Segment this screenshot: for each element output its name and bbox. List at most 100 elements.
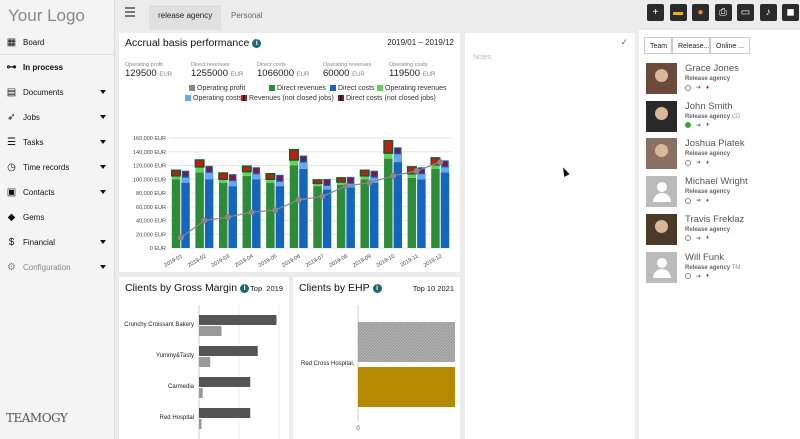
chat-button[interactable]: ▭ (737, 4, 754, 21)
x-tick-label: 2019-11 (399, 254, 419, 269)
gem-small-icon[interactable]: ♦ (706, 122, 710, 129)
info-icon[interactable]: i (372, 284, 382, 293)
category-label: Carmedia (168, 384, 195, 390)
sidebar-item-contacts[interactable]: ▣ Contacts (0, 180, 114, 205)
gem-small-icon[interactable]: ♦ (706, 235, 710, 242)
team-member[interactable]: Joshua Piatek Release agency ➜ ♦ (646, 138, 796, 174)
sidebar-item-tasks[interactable]: ☰ Tasks (0, 130, 114, 155)
tab-release-agency[interactable]: release agency (149, 5, 222, 30)
metric-label: Operating profit (125, 62, 163, 68)
y-tick-label: 100,000 EUR (133, 177, 166, 183)
hamburger-menu-icon[interactable] (125, 7, 135, 19)
member-role: Release agency (685, 151, 730, 157)
gem-icon: ◆ (7, 212, 16, 223)
gem-small-icon[interactable]: ♦ (706, 273, 710, 279)
metric-number: 1255000 (191, 68, 228, 79)
logout-icon[interactable]: ➜ (696, 85, 702, 91)
check-icon[interactable]: ✓ (620, 37, 628, 47)
bell-button[interactable]: ♪ (759, 4, 777, 21)
bar-direct-costs-not-closed (205, 165, 213, 173)
gem-small-icon[interactable]: ♦ (706, 84, 710, 91)
status-dot-icon (685, 273, 691, 279)
sidebar-item-jobs[interactable]: ➶ Jobs (0, 105, 114, 130)
bar-revenues-not-closed (313, 179, 322, 184)
member-role: Release agency (685, 76, 730, 82)
ehp-filter[interactable]: Top 10 2021 (412, 284, 454, 293)
gem-small-icon[interactable]: ♦ (706, 197, 710, 204)
sidebar-item-in-process[interactable]: ⊶ In process (0, 55, 114, 80)
cookie-button[interactable]: ● (692, 4, 709, 21)
bar-operating-revenues (195, 166, 204, 173)
member-status-icons: ➜ ♦ (685, 122, 709, 129)
sidebar-item-board[interactable]: ▦ Board (0, 30, 114, 55)
chevron-down-icon (100, 190, 106, 194)
team-member[interactable]: Travis Freklaz Release agency ➜ ♦ (646, 213, 796, 250)
legend-label: Direct costs (not closed jobs) (346, 95, 436, 102)
bar-gross-margin-secondary (199, 326, 222, 336)
bar-direct-costs (204, 179, 214, 248)
bar-operating-costs (204, 172, 214, 180)
avatar (646, 63, 677, 94)
sidebar-item-gems[interactable]: ◆ Gems (0, 205, 114, 230)
sidebar-item-documents[interactable]: ▤ Documents (0, 80, 114, 105)
bar-operating-revenues (242, 171, 252, 176)
metric: Operating revenues 60000 EUR (323, 62, 371, 79)
metric-label: Direct costs (257, 62, 286, 68)
plus-button[interactable]: + (647, 4, 664, 21)
bar-revenues-not-closed (384, 140, 393, 154)
sidebar: Your Logo ▦ Board ⊶ In process ▤ Documents ➶ Jo… (0, 0, 115, 439)
bell-icon: ♪ (765, 7, 771, 18)
gem-small-icon[interactable]: ♦ (706, 159, 710, 166)
bar-revenues-not-closed (360, 170, 369, 176)
rocket-icon: ➶ (7, 112, 16, 123)
logout-icon[interactable]: ➜ (696, 198, 702, 205)
bar-operating-revenues (266, 179, 275, 183)
team-member[interactable]: John Smith Release agency CD ➜ ♦ (646, 100, 796, 137)
team-member[interactable]: Michael Wright Release agency ➜ ♦ (646, 176, 796, 212)
x-tick-label: 2019-07 (305, 254, 325, 269)
member-status-icons: ➜ ♦ (685, 273, 709, 280)
gross-margin-filter[interactable]: Top 2019 (250, 284, 283, 293)
print-icon: ⎙ (719, 7, 727, 18)
team-member[interactable]: Grace Jones Release agency ➜ ♦ (646, 63, 796, 99)
metric-value: 129500 EUR (125, 68, 172, 79)
sidebar-item-label: Documents (23, 88, 64, 97)
bar-revenues-not-closed (407, 166, 417, 174)
metric-unit: EUR (296, 72, 310, 78)
metric-label: Operating costs (389, 62, 428, 68)
metric-number: 60000 (323, 68, 350, 79)
info-icon[interactable]: i (252, 39, 262, 48)
logout-icon[interactable]: ➜ (696, 122, 702, 129)
ehp-card: Clients by EHP i Top 10 2021 Red Cross Ho… (293, 277, 460, 439)
gear-icon: ⚙ (7, 262, 16, 273)
sidebar-item-configuration[interactable]: ⚙ Configuration (0, 255, 114, 280)
info-icon[interactable]: i (240, 284, 250, 293)
bar-revenues-not-closed-border (218, 172, 229, 180)
operating-profit-point (437, 159, 444, 166)
metric-value: 119500 EUR (389, 68, 435, 79)
logout-icon[interactable]: ➜ (696, 235, 702, 242)
team-member[interactable]: Will Funk Release agency TM ➜ ♦ (646, 251, 796, 288)
breadcrumb-item[interactable]: Online ... (710, 37, 750, 54)
sidebar-item-financial[interactable]: $ Financial (0, 230, 114, 255)
bar-revenues-not-closed-border (288, 148, 299, 161)
sidebar-item-time-records[interactable]: ◷ Time records (0, 155, 114, 180)
print-button[interactable]: ⎙ (714, 4, 732, 21)
user-button[interactable]: ◼ (782, 4, 799, 21)
notes-placeholder[interactable]: Notes (473, 54, 492, 61)
breadcrumb-item[interactable]: Team (644, 37, 672, 54)
logout-icon[interactable]: ➜ (696, 160, 702, 167)
breadcrumb-item[interactable]: Release... (672, 37, 710, 54)
note-button[interactable]: ▬ (669, 4, 687, 21)
logout-icon[interactable]: ➜ (696, 273, 702, 280)
legend-label: Direct costs (338, 85, 375, 92)
metric-number: 129500 (125, 68, 157, 79)
bar-gross-margin (199, 346, 258, 356)
ehp-title: Clients by EHP (299, 282, 370, 294)
operating-profit-point (248, 209, 255, 216)
bar-operating-revenues (171, 175, 181, 180)
category-label: Red Cross Hospital, (301, 361, 355, 367)
notes-card[interactable]: Notes ✓ (465, 33, 635, 439)
tab-personal[interactable]: Personal (231, 11, 263, 20)
avatar (646, 251, 677, 283)
